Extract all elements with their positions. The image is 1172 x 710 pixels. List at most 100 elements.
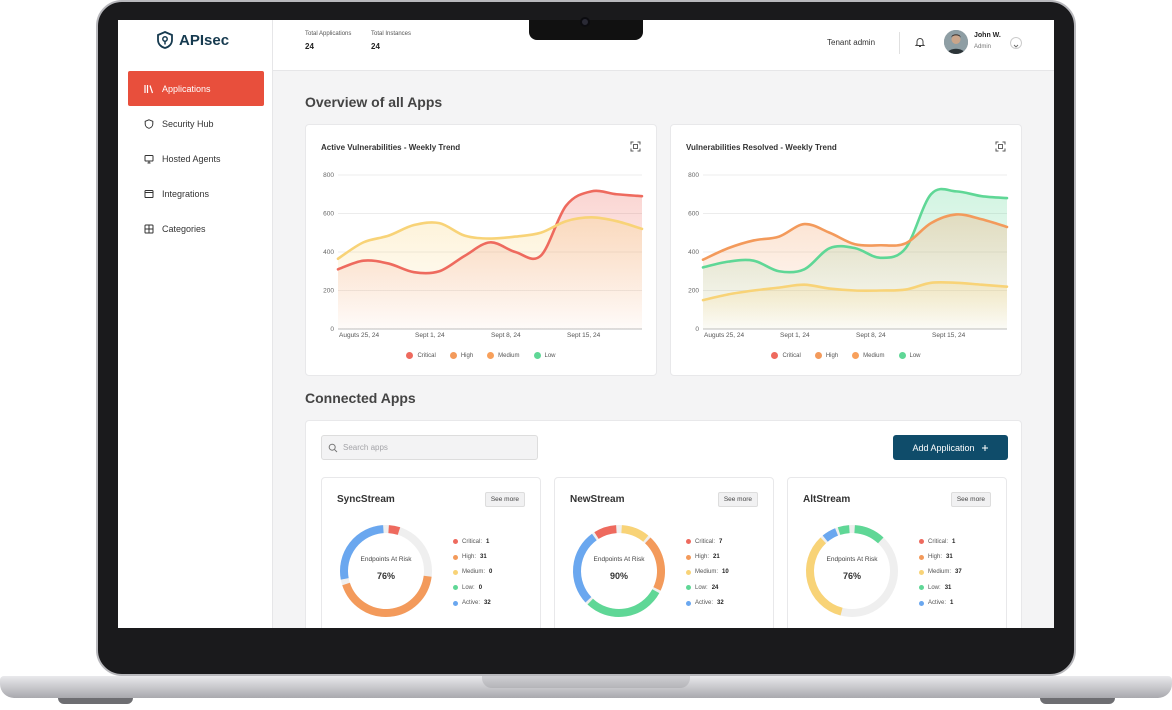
- stat-label: Critical:: [928, 538, 949, 545]
- stat-value: 31: [946, 554, 953, 561]
- donut-chart: [573, 525, 665, 617]
- stat-value: 31: [480, 554, 487, 561]
- bell-icon[interactable]: [914, 36, 926, 48]
- donut-segment: [388, 525, 401, 535]
- monitor-icon: [144, 154, 154, 163]
- y-tick-label: 800: [688, 172, 699, 179]
- donut-segment: [342, 575, 432, 617]
- app-card[interactable]: SyncStream See more Endpoints At Risk 76…: [321, 477, 541, 628]
- legend-row: Low: 31: [919, 580, 962, 595]
- series-line: [701, 213, 1009, 261]
- x-tick-label: Auguts 25, 24: [704, 332, 744, 339]
- expand-icon[interactable]: [995, 141, 1006, 152]
- stat-label: Total Instances: [371, 31, 412, 37]
- user-menu-toggle[interactable]: [1010, 37, 1022, 49]
- stat-label: High:: [695, 554, 710, 561]
- sidebar-item-hosted-agents[interactable]: Hosted Agents: [128, 141, 264, 176]
- legend-swatch: [453, 539, 458, 545]
- add-application-button[interactable]: Add Application: [893, 435, 1008, 460]
- legend-swatch: [919, 585, 924, 591]
- series-line: [701, 187, 1009, 274]
- legend-label: Critical: [782, 352, 801, 359]
- stat-label: Total Applications: [305, 31, 352, 37]
- laptop-base-notch: [482, 676, 690, 688]
- sidebar-item-security-hub[interactable]: Security Hub: [128, 106, 264, 141]
- chart-title: Active Vulnerabilities - Weekly Trend: [321, 143, 461, 152]
- sidebar-item-label: Integrations: [162, 188, 210, 199]
- legend-swatch: [814, 352, 822, 359]
- legend-row: Active: 1: [919, 596, 962, 611]
- stat-label: Low:: [695, 584, 708, 591]
- legend-row: Critical: 1: [453, 534, 492, 549]
- sidebar-item-label: Categories: [162, 223, 206, 234]
- stat-value: 24: [711, 584, 719, 591]
- donut-percent: 90%: [609, 571, 628, 581]
- legend-row: High: 31: [453, 549, 492, 564]
- connected-apps-title: Connected Apps: [305, 390, 416, 406]
- stat-value: 32: [717, 600, 724, 607]
- top-header: Total Applications 24 Total Instances 24…: [273, 20, 1054, 71]
- legend-swatch: [771, 352, 779, 359]
- avatar[interactable]: [944, 30, 968, 54]
- chart-card-active: Active Vulnerabilities - Weekly Trend 0 2…: [305, 124, 657, 376]
- laptop-foot: [58, 698, 133, 704]
- see-more-button[interactable]: See more: [717, 492, 758, 507]
- stat-label: Low:: [928, 584, 941, 591]
- chart-title: Vulnerabilities Resolved - Weekly Trend: [686, 143, 837, 152]
- tenant-selector[interactable]: Tenant admin: [827, 38, 876, 47]
- line-chart: 0 200 400 600 800 Auguts 25, 24 Sept 1, 24 Sept…: [323, 172, 644, 339]
- donut-segment: [340, 525, 384, 580]
- sidebar-item-label: Hosted Agents: [162, 153, 221, 164]
- legend-swatch: [686, 539, 691, 545]
- expand-icon[interactable]: [630, 141, 641, 152]
- donut-chart: [340, 525, 432, 617]
- stat-label: Active:: [695, 600, 714, 607]
- app-legend: Critical: 1 High: 31 Medium: 0 Low: 0 Active…: [453, 534, 492, 611]
- sidebar-item-applications[interactable]: Applications: [128, 71, 264, 106]
- app-card[interactable]: AltStream See more Endpoints At Risk 76%…: [787, 477, 1007, 628]
- donut-segment: [573, 533, 597, 603]
- app-card[interactable]: NewStream See more Endpoints At Risk 90%…: [554, 477, 774, 628]
- search-box[interactable]: [321, 435, 538, 460]
- y-tick-label: 0: [695, 326, 699, 333]
- stat-label: Critical:: [462, 538, 483, 545]
- app-legend: Critical: 1 High: 31 Medium: 37 Low: 31 Acti…: [919, 534, 962, 611]
- donut-segment: [621, 525, 649, 542]
- sidebar-nav: Applications Security Hub Hosted Agents …: [128, 71, 264, 246]
- sidebar-item-label: Applications: [162, 83, 211, 94]
- donut-segment: [806, 537, 843, 616]
- see-more-button[interactable]: See more: [950, 492, 991, 507]
- search-input[interactable]: [343, 443, 523, 452]
- stat-label: Medium:: [695, 569, 719, 576]
- donut-label: Endpoints At Risk: [360, 556, 412, 563]
- donut-percent: 76%: [842, 571, 861, 581]
- header-divider: [899, 32, 900, 54]
- user-role: Admin: [974, 44, 992, 50]
- y-tick-label: 600: [688, 211, 699, 218]
- donut-segment: [587, 589, 660, 617]
- app-name: SyncStream: [337, 494, 395, 505]
- logo[interactable]: APIsec: [156, 31, 229, 49]
- stat-value: 31: [944, 584, 952, 591]
- legend-swatch: [898, 352, 906, 359]
- see-more-button[interactable]: See more: [484, 492, 525, 507]
- sidebar-item-categories[interactable]: Categories: [128, 211, 264, 246]
- overview-title: Overview of all Apps: [305, 94, 443, 110]
- legend-swatch: [686, 585, 691, 591]
- series-area: [703, 282, 1007, 329]
- stat-value: 1: [952, 538, 956, 545]
- legend-row: Critical: 7: [686, 534, 729, 549]
- legend-label: High: [825, 352, 839, 359]
- app-legend: Critical: 7 High: 21 Medium: 10 Low: 24 Acti…: [686, 534, 729, 611]
- legend-item: Low: [898, 352, 921, 359]
- stat-value: 21: [713, 554, 720, 561]
- sidebar-item-integrations[interactable]: Integrations: [128, 176, 264, 211]
- y-tick-label: 600: [323, 211, 334, 218]
- donut-segment: [822, 528, 839, 542]
- legend-swatch: [919, 539, 924, 545]
- legend-label: Medium: [498, 352, 520, 359]
- sidebar: APIsec Applications Security Hub Hosted …: [118, 20, 273, 628]
- legend-row: Active: 32: [686, 596, 729, 611]
- line-chart: 0 200 400 600 800 Auguts 25, 24 Sept 1, 24 Sept…: [688, 172, 1009, 339]
- donut-segment: [837, 525, 850, 535]
